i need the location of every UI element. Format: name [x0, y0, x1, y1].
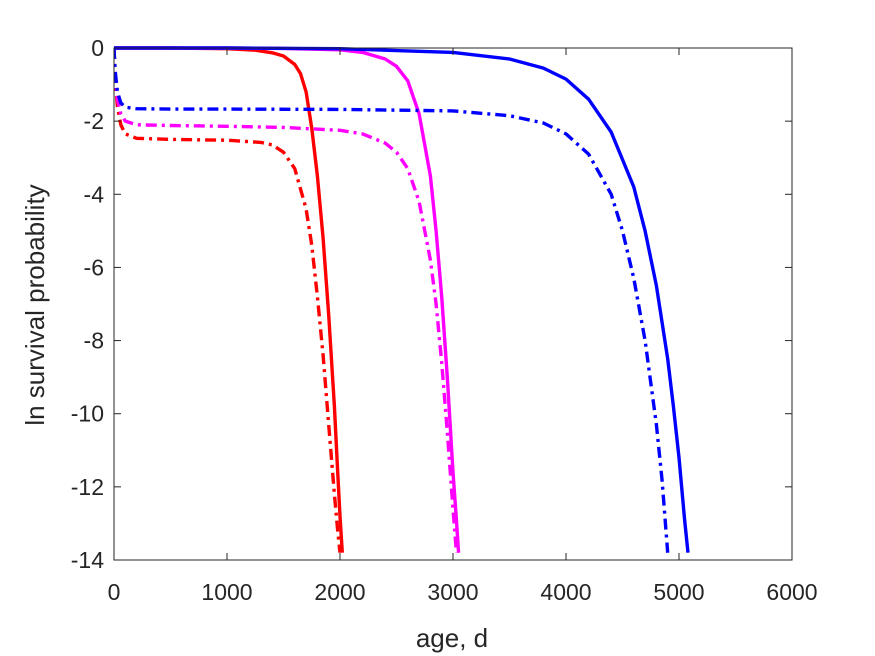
x-tick-label: 6000	[766, 579, 817, 605]
y-tick-label: -10	[71, 401, 104, 427]
series-line-2	[114, 47, 342, 553]
series-line-4	[114, 47, 459, 553]
y-tick-label: -6	[84, 254, 104, 280]
x-axis-label: age, d	[416, 623, 488, 653]
x-tick-label: 5000	[653, 579, 704, 605]
y-tick-label: -14	[71, 547, 104, 573]
y-tick-label: -12	[71, 474, 104, 500]
x-tick-label: 0	[108, 579, 121, 605]
y-tick-label: 0	[91, 35, 104, 61]
y-tick-label: -4	[84, 181, 105, 207]
x-tick-label: 2000	[314, 579, 365, 605]
series-line-5	[114, 46, 690, 553]
plot-area	[114, 46, 690, 553]
series-group	[114, 46, 690, 553]
x-tick-label: 3000	[427, 579, 478, 605]
x-tick-label: 4000	[540, 579, 591, 605]
series-line-6	[114, 47, 670, 553]
x-tick-label: 1000	[201, 579, 252, 605]
y-axis-label: ln survival probability	[20, 184, 50, 425]
y-tick-label: -8	[84, 328, 104, 354]
ticks: 0 1000 2000 3000 4000 5000 6000 0 -2 -4 -6 -8 -10 -12…	[71, 35, 818, 605]
y-tick-label: -2	[84, 108, 104, 134]
